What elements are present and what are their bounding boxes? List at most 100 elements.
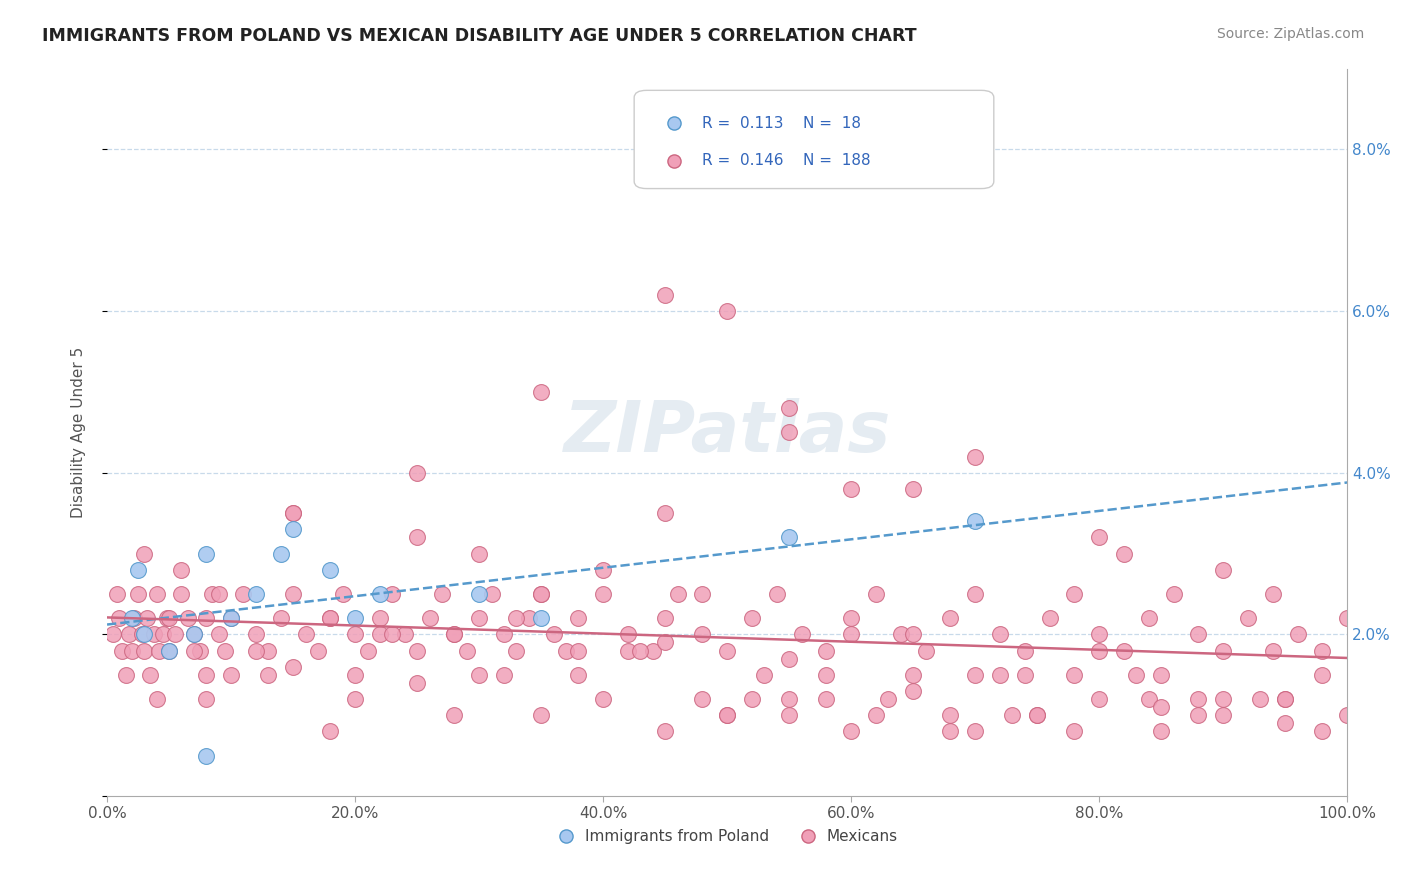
Point (741, 611, 763, 625)
Text: R =  0.113    N =  18: R = 0.113 N = 18 (703, 116, 862, 130)
Point (1088, 627, 1111, 641)
Point (1088, 530, 1111, 544)
Point (344, 611, 367, 625)
Point (201, 587, 224, 601)
Point (530, 708, 553, 723)
Point (654, 611, 676, 625)
Point (468, 587, 491, 601)
Point (381, 627, 404, 641)
Point (517, 611, 540, 625)
Point (543, 627, 565, 641)
Point (716, 643, 738, 657)
Point (368, 611, 391, 625)
Point (778, 692, 800, 706)
Point (176, 611, 198, 625)
Point (567, 667, 589, 681)
Point (903, 667, 925, 681)
Point (692, 692, 714, 706)
Point (939, 611, 962, 625)
Point (195, 667, 218, 681)
Point (890, 627, 912, 641)
Point (1336, 611, 1358, 625)
Point (257, 667, 280, 681)
Point (183, 627, 205, 641)
Point (281, 506, 304, 520)
Point (903, 627, 925, 641)
FancyBboxPatch shape (634, 90, 994, 188)
Point (183, 627, 205, 641)
Point (654, 506, 676, 520)
Point (815, 692, 838, 706)
Text: ZIPatlas: ZIPatlas (564, 398, 891, 467)
Point (1261, 587, 1284, 601)
Point (332, 587, 354, 601)
Point (530, 587, 553, 601)
Point (270, 547, 292, 561)
Point (195, 748, 218, 763)
Point (716, 304, 738, 318)
Point (319, 611, 342, 625)
Point (988, 627, 1011, 641)
Point (1187, 692, 1209, 706)
Point (1286, 627, 1309, 641)
Point (134, 627, 156, 641)
Point (505, 611, 527, 625)
Point (778, 708, 800, 723)
Point (1336, 708, 1358, 723)
Point (1088, 643, 1111, 657)
Point (654, 724, 676, 739)
Point (914, 643, 936, 657)
Point (1063, 587, 1085, 601)
Point (754, 667, 776, 681)
Point (157, 611, 180, 625)
Point (530, 611, 553, 625)
Point (555, 643, 578, 657)
Point (592, 563, 614, 577)
Text: IMMIGRANTS FROM POLAND VS MEXICAN DISABILITY AGE UNDER 5 CORRELATION CHART: IMMIGRANTS FROM POLAND VS MEXICAN DISABI… (42, 27, 917, 45)
Point (1063, 724, 1085, 739)
Point (839, 482, 862, 496)
Point (208, 587, 231, 601)
Point (1212, 563, 1234, 577)
Point (903, 482, 925, 496)
Point (1312, 667, 1334, 681)
Point (1150, 700, 1173, 714)
Point (127, 587, 149, 601)
Point (692, 587, 714, 601)
Point (406, 643, 429, 657)
Point (155, 611, 177, 625)
Point (1187, 708, 1209, 723)
Point (1137, 692, 1160, 706)
Point (567, 611, 589, 625)
Point (368, 587, 391, 601)
Point (208, 627, 231, 641)
Point (1137, 611, 1160, 625)
Point (815, 667, 838, 681)
Point (567, 643, 589, 657)
Point (592, 692, 614, 706)
Point (815, 643, 838, 657)
Point (344, 627, 367, 641)
Point (121, 643, 143, 657)
Point (1150, 667, 1173, 681)
Point (157, 643, 180, 657)
Point (1001, 708, 1024, 723)
Text: Source: ZipAtlas.com: Source: ZipAtlas.com (1216, 27, 1364, 41)
Point (124, 611, 146, 625)
Point (368, 627, 391, 641)
Point (939, 708, 962, 723)
Point (406, 466, 429, 480)
Point (232, 587, 254, 601)
Point (135, 611, 157, 625)
Point (170, 587, 193, 601)
Point (145, 587, 167, 601)
Point (965, 450, 987, 464)
Point (865, 708, 887, 723)
Point (245, 587, 267, 601)
Point (741, 692, 763, 706)
Point (131, 627, 153, 641)
Text: R =  0.146    N =  188: R = 0.146 N = 188 (703, 153, 870, 169)
Point (877, 692, 900, 706)
Point (143, 627, 166, 641)
Point (281, 587, 304, 601)
